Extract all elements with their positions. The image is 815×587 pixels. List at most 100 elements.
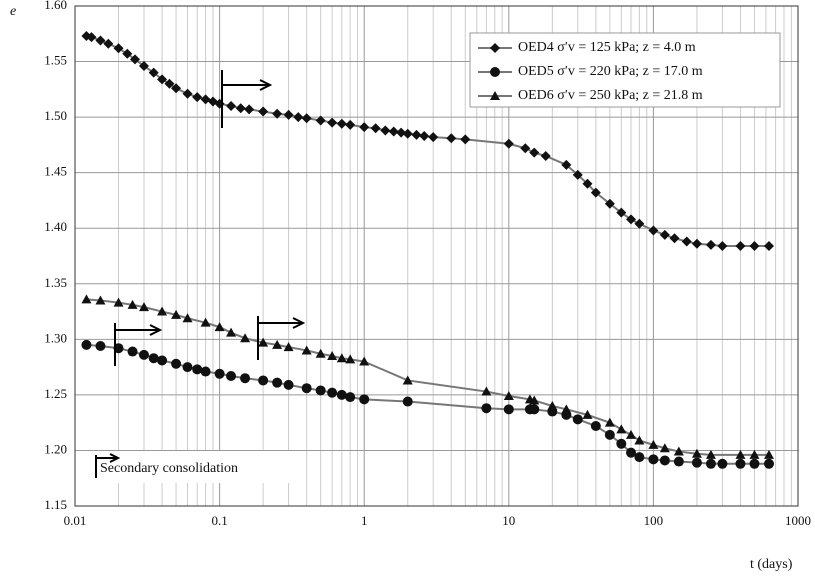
marker (529, 404, 540, 415)
x-tick-label: 0.1 (211, 513, 227, 528)
marker (490, 43, 500, 53)
y-tick-label: 1.15 (44, 497, 67, 512)
marker (634, 218, 645, 229)
marker (634, 435, 645, 445)
marker (717, 458, 728, 469)
marker (122, 48, 133, 59)
marker (301, 383, 312, 394)
marker (226, 101, 237, 111)
marker (192, 92, 203, 103)
marker (138, 349, 149, 360)
marker (127, 299, 138, 309)
marker (113, 297, 124, 307)
marker (200, 317, 211, 327)
marker (659, 443, 670, 453)
marker (529, 147, 540, 158)
marker (419, 131, 430, 141)
marker (590, 421, 601, 431)
marker (200, 94, 211, 105)
marker (315, 348, 326, 358)
marker (648, 439, 659, 449)
marker (327, 117, 338, 128)
x-axis-label: t (days) (750, 557, 793, 572)
marker (171, 83, 182, 94)
x-tick-label: 1 (361, 513, 368, 528)
y-tick-label: 1.20 (44, 441, 67, 456)
marker (359, 356, 370, 366)
marker (428, 132, 439, 143)
marker (490, 91, 500, 100)
marker (763, 458, 774, 469)
x-tick-label: 1000 (785, 513, 811, 528)
marker (359, 122, 370, 133)
marker (481, 386, 492, 396)
marker (669, 233, 680, 244)
y-tick-label: 1.45 (44, 164, 67, 179)
marker (81, 294, 92, 304)
marker (258, 106, 269, 117)
marker (226, 327, 237, 337)
series-line (86, 298, 769, 456)
marker (113, 343, 124, 354)
marker (182, 313, 193, 323)
marker (301, 113, 312, 124)
marker (103, 38, 114, 49)
secondary-arrow (257, 316, 306, 360)
marker (503, 138, 514, 149)
marker (735, 449, 746, 459)
marker (148, 353, 159, 364)
marker (616, 207, 627, 218)
marker (604, 429, 615, 440)
marker (681, 236, 692, 247)
marker (616, 438, 627, 449)
marker (359, 394, 370, 405)
marker (717, 241, 728, 251)
marker (283, 342, 294, 352)
marker (529, 395, 540, 405)
marker (157, 355, 168, 366)
marker (411, 129, 422, 140)
marker (336, 353, 347, 363)
marker (327, 387, 338, 398)
annotation-arrow (95, 453, 121, 478)
marker (345, 354, 356, 364)
marker (327, 351, 338, 360)
marker (735, 241, 746, 251)
marker (749, 458, 760, 469)
x-tick-label: 0.01 (64, 513, 87, 528)
legend-label: OED6 σ′v = 250 kPa; z = 21.8 m (518, 88, 703, 103)
marker (402, 128, 413, 139)
marker (520, 143, 531, 154)
marker (293, 112, 304, 123)
marker (648, 225, 659, 236)
marker (283, 379, 294, 390)
marker (336, 118, 347, 129)
marker (691, 448, 702, 458)
marker (171, 309, 182, 319)
marker (691, 457, 702, 468)
marker (182, 88, 193, 99)
marker (226, 371, 237, 381)
marker (380, 125, 391, 136)
marker (604, 198, 615, 209)
marker (572, 414, 583, 425)
marker (540, 151, 551, 161)
marker (157, 306, 168, 316)
marker (634, 452, 645, 463)
marker (345, 392, 356, 403)
marker (200, 366, 211, 377)
marker (244, 104, 255, 115)
marker (582, 409, 593, 419)
marker (446, 133, 457, 144)
marker (749, 449, 760, 459)
marker (138, 61, 149, 71)
marker (138, 302, 149, 312)
marker (130, 54, 141, 65)
marker (481, 403, 492, 414)
x-tick-label: 10 (502, 513, 515, 528)
marker (272, 108, 283, 119)
marker (157, 74, 168, 85)
y-axis-label: e (10, 4, 16, 19)
x-tick-label: 100 (644, 513, 664, 528)
